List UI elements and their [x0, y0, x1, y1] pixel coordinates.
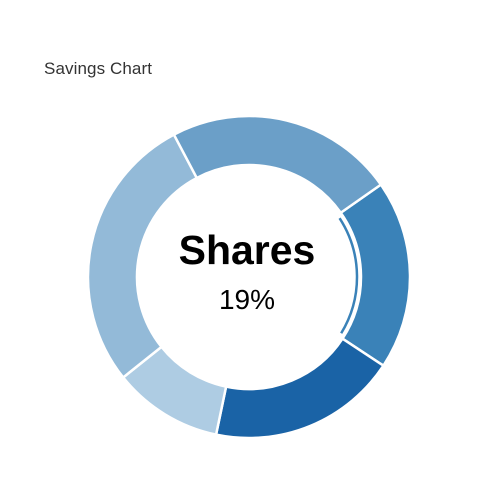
donut-slice-1[interactable]	[339, 182, 412, 368]
center-category-label: Shares	[179, 227, 316, 273]
donut-slice-5[interactable]	[172, 114, 383, 215]
donut-slices	[86, 114, 412, 440]
donut-slice-2[interactable]	[214, 336, 386, 440]
center-value-label: 19%	[219, 284, 275, 315]
chart-title: Savings Chart	[44, 59, 153, 78]
highlight-arc	[338, 217, 359, 334]
